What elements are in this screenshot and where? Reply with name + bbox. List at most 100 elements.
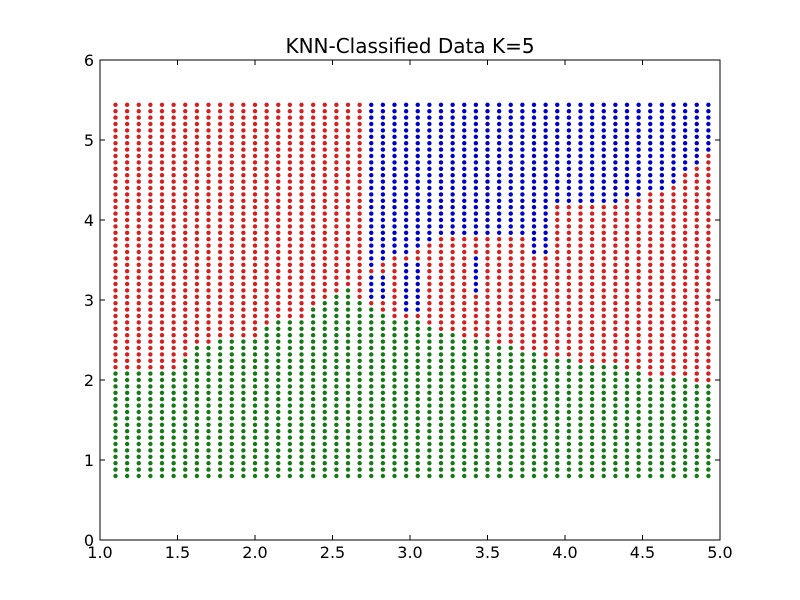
data-point (438, 109, 444, 114)
data-point (380, 409, 386, 415)
data-point (334, 371, 339, 376)
data-point (380, 281, 386, 287)
data-point (194, 173, 200, 178)
data-point (159, 448, 165, 453)
data-point (531, 371, 537, 376)
data-point (555, 313, 560, 319)
data-point (415, 416, 420, 421)
data-point (345, 339, 351, 344)
data-point (543, 185, 548, 191)
data-point (473, 307, 479, 312)
data-point (310, 230, 316, 235)
data-point (415, 166, 420, 171)
data-point (229, 147, 234, 152)
data-point (229, 307, 234, 312)
data-point (636, 275, 641, 280)
data-point (450, 345, 455, 351)
data-point (276, 326, 281, 331)
data-point (252, 115, 258, 120)
data-point (124, 377, 130, 383)
data-point (357, 102, 362, 108)
data-point (264, 301, 269, 306)
data-point (462, 288, 467, 293)
data-point (403, 275, 409, 280)
data-point (171, 166, 176, 171)
data-point (217, 358, 223, 363)
data-point (508, 454, 513, 459)
data-point (403, 345, 409, 351)
data-point (194, 435, 200, 440)
data-point (694, 467, 699, 472)
data-point (636, 205, 641, 210)
data-point (601, 345, 606, 351)
data-point (648, 345, 653, 351)
data-point (345, 281, 351, 287)
data-point (392, 256, 397, 261)
data-point (496, 333, 502, 338)
data-point (473, 192, 479, 197)
data-point (648, 294, 653, 299)
data-point (206, 147, 211, 152)
data-point (345, 416, 351, 421)
data-point (148, 134, 153, 139)
data-point (287, 269, 293, 274)
data-point (613, 121, 618, 127)
data-point (659, 281, 665, 287)
data-point (287, 217, 293, 223)
data-point (415, 179, 420, 184)
data-point (520, 198, 525, 203)
data-point (229, 301, 234, 306)
data-point (555, 147, 560, 152)
data-point (345, 115, 351, 120)
data-point (403, 179, 409, 184)
data-point (450, 441, 455, 447)
data-point (287, 211, 293, 216)
data-point (543, 224, 548, 229)
data-point (613, 141, 618, 146)
data-point (706, 288, 711, 293)
data-point (578, 217, 583, 223)
data-point (682, 448, 688, 453)
data-point (508, 153, 513, 159)
data-point (636, 365, 641, 370)
data-point (334, 441, 339, 447)
data-point (648, 473, 653, 479)
data-point (322, 237, 327, 242)
data-point (252, 294, 258, 299)
data-point (566, 294, 572, 299)
data-point (496, 461, 502, 466)
data-point (194, 307, 200, 312)
data-point (124, 166, 130, 171)
data-point (217, 249, 223, 255)
data-point (694, 115, 699, 120)
data-point (624, 345, 630, 351)
data-point (613, 102, 618, 108)
data-point (566, 275, 572, 280)
data-point (682, 461, 688, 466)
data-point (485, 262, 490, 267)
data-point (264, 224, 269, 229)
data-point (113, 230, 118, 235)
data-point (357, 307, 362, 312)
data-point (287, 333, 293, 338)
x-tick-label: 3.5 (475, 543, 500, 562)
data-point (136, 384, 141, 389)
data-point (322, 377, 327, 383)
data-point (392, 192, 397, 197)
data-point (566, 473, 572, 479)
data-point (531, 185, 537, 191)
data-point (462, 371, 467, 376)
data-point (171, 352, 176, 357)
data-point (485, 358, 490, 363)
data-point (462, 403, 467, 408)
data-point (287, 262, 293, 267)
data-point (299, 147, 304, 152)
data-point (496, 173, 502, 178)
data-point (241, 147, 246, 152)
data-point (171, 128, 176, 133)
data-point (624, 256, 630, 261)
data-point (299, 243, 304, 248)
data-point (566, 166, 572, 171)
data-point (578, 377, 583, 383)
data-point (589, 249, 595, 255)
